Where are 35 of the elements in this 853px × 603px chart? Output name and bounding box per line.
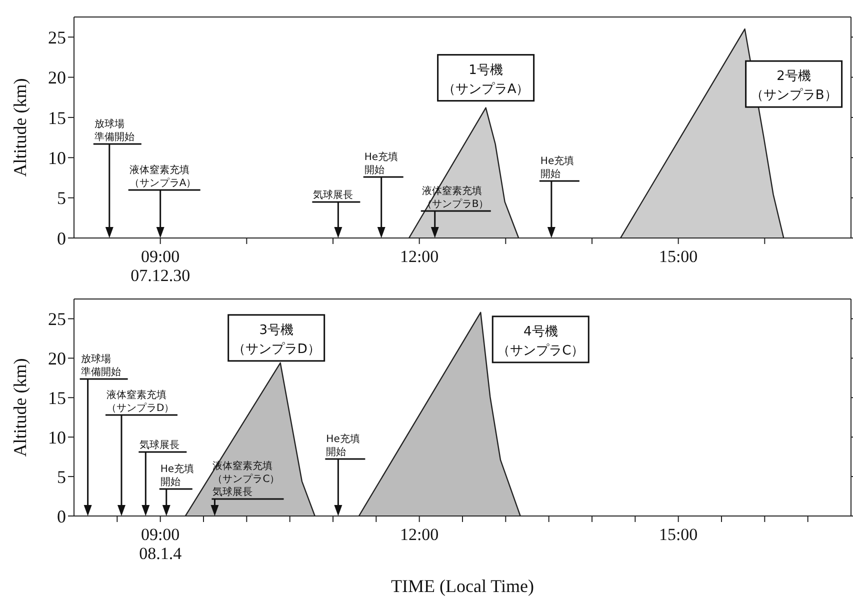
x-tick-label: 15:00 (658, 247, 698, 266)
legend-label: 2号機（サンプラB） (750, 69, 838, 104)
annotation: 液体窒素充填（サンプラD） (106, 389, 174, 414)
y-axis-title: Altitude (km) (10, 78, 30, 177)
annotation: 放球場準備開始 (94, 118, 134, 143)
x-tick-label: 09:00 07.12.30 (130, 247, 190, 285)
y-tick-label: 10 (48, 427, 66, 448)
y-tick-label: 10 (48, 148, 66, 168)
x-tick-label: 12:00 (400, 525, 439, 544)
annotation: He充填開始 (160, 463, 194, 488)
y-tick-label: 25 (48, 309, 66, 330)
annotation: 液体窒素充填（サンプラA） (129, 164, 196, 189)
x-tick-label: 12:00 (400, 247, 439, 266)
annotation: 放球場準備開始 (80, 353, 121, 378)
y-tick-label: 5 (57, 466, 66, 487)
x-tick-label: 09:00 08.1.4 (139, 525, 182, 563)
y-tick-label: 0 (57, 506, 66, 526)
y-tick-label: 25 (48, 27, 66, 48)
x-tick-label: 15:00 (658, 525, 698, 544)
y-tick-label: 20 (48, 348, 66, 369)
y-axis-title: Altitude (km) (10, 358, 30, 457)
series-label: 3号機（サンプラD） (232, 322, 320, 357)
y-tick-label: 15 (48, 388, 66, 408)
y-tick-label: 15 (48, 108, 66, 128)
x-axis-title: TIME (Local Time) (391, 576, 534, 596)
text: 1号機（サンプラA） (442, 62, 530, 97)
annotation: He充填開始 (364, 151, 398, 176)
series-label: 4号機（サンプラC） (497, 324, 584, 358)
annotation: 気球展長 (140, 439, 180, 451)
y-tick-label: 0 (57, 228, 66, 248)
annotation: He充填開始 (540, 155, 574, 180)
y-tick-label: 20 (48, 68, 66, 88)
y-tick-label: 5 (57, 188, 66, 208)
annotation: 気球展長 (313, 189, 354, 201)
annotation: He充填開始 (326, 433, 360, 458)
